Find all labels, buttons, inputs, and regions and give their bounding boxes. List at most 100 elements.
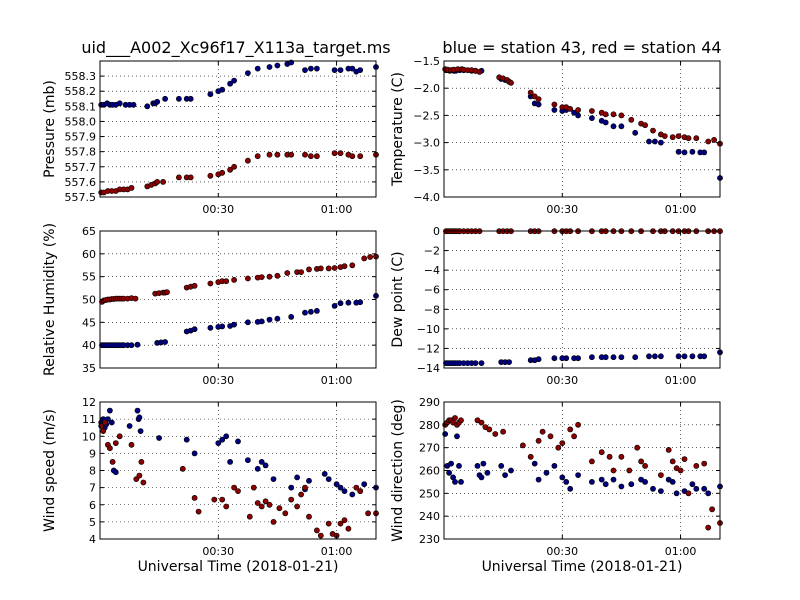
humidity-point-station-43 xyxy=(244,319,251,326)
temperature-point-station-43 xyxy=(652,138,658,145)
humidity-point-station-43 xyxy=(258,318,265,325)
winddirection-point-station-44 xyxy=(669,458,676,465)
windspeed-ytick-label: 12 xyxy=(82,396,96,409)
humidity-point-station-43 xyxy=(274,315,281,322)
winddirection-point-station-43 xyxy=(474,462,481,469)
windspeed-point-station-43 xyxy=(333,481,340,488)
pressure-point-station-44 xyxy=(244,157,251,164)
winddirection-point-station-43 xyxy=(673,490,680,497)
humidity-point-station-44 xyxy=(331,265,338,271)
humidity-point-station-44 xyxy=(284,270,291,276)
dewpoint-point-station-43 xyxy=(563,355,570,362)
temperature-ytick-label: −1.5 xyxy=(413,55,440,68)
title-left: uid___A002_Xc96f17_X113a_target.ms xyxy=(81,38,390,58)
winddirection-point-station-44 xyxy=(567,426,574,433)
pressure-xtick-label: 00:30 xyxy=(202,203,234,216)
winddirection-ytick-label: 270 xyxy=(419,442,440,455)
dewpoint-point-station-43 xyxy=(472,360,479,366)
windspeed-point-station-44 xyxy=(276,505,283,512)
dewpoint-point-station-43 xyxy=(589,354,595,361)
winddirection-point-station-44 xyxy=(539,428,546,435)
windspeed-ytick-label: 8 xyxy=(89,465,96,478)
winddirection-point-station-43 xyxy=(598,476,605,483)
winddirection-point-station-43 xyxy=(498,462,505,469)
pressure-point-station-44 xyxy=(313,153,320,160)
pressure-point-station-44 xyxy=(337,150,344,157)
winddirection-point-station-43 xyxy=(701,485,708,492)
humidity-point-station-44 xyxy=(191,282,198,289)
winddirection-point-station-44 xyxy=(575,421,581,428)
winddirection-point-station-44 xyxy=(642,462,648,469)
windspeed-point-station-44 xyxy=(140,479,147,486)
winddirection-point-station-43 xyxy=(693,485,700,492)
winddirection-point-station-43 xyxy=(508,467,514,474)
windspeed-point-station-43 xyxy=(156,435,162,441)
dewpoint-point-station-43 xyxy=(575,355,581,362)
windspeed-point-station-43 xyxy=(306,477,312,484)
winddirection-point-station-44 xyxy=(677,467,684,474)
pressure-ytick-label: 557.8 xyxy=(65,146,97,159)
windspeed-point-station-44 xyxy=(102,419,108,426)
temperature-point-station-43 xyxy=(535,101,542,108)
temperature-point-station-43 xyxy=(646,138,652,145)
dewpoint-point-station-43 xyxy=(535,356,542,363)
humidity-point-station-44 xyxy=(274,272,281,279)
pressure-point-station-43 xyxy=(302,67,308,73)
winddirection-point-station-44 xyxy=(709,506,715,513)
winddirection-ylabel: Wind direction (deg) xyxy=(390,399,406,542)
pressure-point-station-43 xyxy=(313,65,320,72)
windspeed-point-station-44 xyxy=(298,491,304,498)
pressure-point-station-43 xyxy=(254,65,261,72)
pressure-point-station-44 xyxy=(207,172,214,179)
winddirection-point-station-44 xyxy=(535,437,542,444)
humidity-point-station-44 xyxy=(367,254,373,260)
dewpoint-ytick-label: −6 xyxy=(424,284,440,297)
winddirection-point-station-43 xyxy=(531,460,538,467)
dewpoint-point-station-43 xyxy=(478,360,485,366)
winddirection-point-station-44 xyxy=(701,460,708,467)
windspeed-plot-area xyxy=(100,402,376,539)
pressure-axes-frame xyxy=(99,60,377,198)
windspeed-point-station-44 xyxy=(179,465,186,472)
pressure-point-station-44 xyxy=(331,150,338,157)
winddirection-point-station-44 xyxy=(555,444,562,451)
humidity-point-station-43 xyxy=(302,309,308,316)
pressure-point-station-43 xyxy=(175,95,182,102)
windspeed-point-station-44 xyxy=(262,498,269,505)
windspeed-point-station-43 xyxy=(321,470,328,477)
humidity-point-station-44 xyxy=(317,265,324,272)
dewpoint-point-station-43 xyxy=(602,354,609,361)
windspeed-point-station-43 xyxy=(262,462,269,469)
pressure-point-station-44 xyxy=(307,153,314,160)
windspeed-point-station-43 xyxy=(294,474,300,481)
windspeed-point-station-43 xyxy=(254,465,261,472)
humidity-xtick-label: 01:00 xyxy=(321,374,353,387)
humidity-point-station-44 xyxy=(349,262,356,269)
winddirection-plot-area xyxy=(444,402,720,539)
temperature-plot-area xyxy=(444,61,720,197)
humidity-point-station-44 xyxy=(258,274,265,280)
dewpoint-point-station-43 xyxy=(701,353,708,360)
pressure-ytick-label: 557.9 xyxy=(65,131,97,144)
temperature-ytick-label: −2.5 xyxy=(413,109,440,122)
temperature-point-station-44 xyxy=(575,107,581,113)
pressure-point-station-43 xyxy=(130,101,137,108)
dewpoint-xtick-label: 01:00 xyxy=(665,374,697,387)
humidity-point-station-43 xyxy=(288,313,295,320)
windspeed-ylabel: Wind speed (m/s) xyxy=(42,409,58,532)
pressure-point-station-44 xyxy=(302,151,308,158)
winddirection-point-station-44 xyxy=(598,449,605,456)
winddirection-point-station-44 xyxy=(610,467,617,474)
winddirection-point-station-43 xyxy=(448,460,454,467)
pressure-ytick-label: 558.0 xyxy=(65,115,97,128)
winddirection-point-station-44 xyxy=(685,490,692,497)
humidity-plot-area xyxy=(100,231,376,368)
windspeed-point-station-44 xyxy=(138,458,145,465)
winddirection-point-station-43 xyxy=(589,478,595,485)
dewpoint-point-station-43 xyxy=(658,353,664,360)
temperature-point-station-44 xyxy=(711,136,717,143)
windspeed-point-station-44 xyxy=(109,458,116,465)
pressure-point-station-44 xyxy=(128,184,135,191)
dewpoint-panel: −14 −12 −10 −8 −6 −4 −2 0 00:30 01:00 Dew point (C… xyxy=(390,225,723,387)
windspeed-point-station-44 xyxy=(116,433,123,440)
